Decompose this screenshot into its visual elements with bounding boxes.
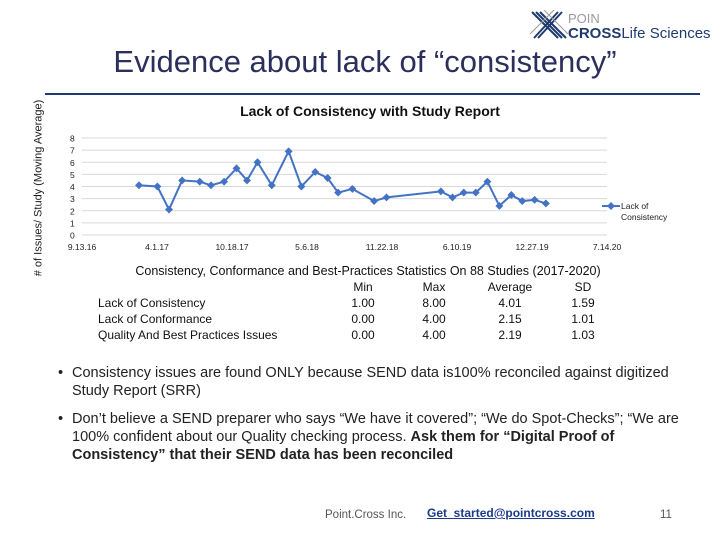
legend-marker — [607, 202, 615, 210]
y-tick-label: 2 — [70, 206, 75, 216]
stats-cell: 1.01 — [571, 312, 595, 326]
stats-cell: 4.00 — [422, 328, 446, 342]
data-point — [495, 201, 504, 210]
x-tick-label: 9.13.16 — [68, 242, 97, 252]
stats-row-label: Quality And Best Practices Issues — [98, 328, 278, 342]
footer-email-link[interactable]: Get_started@pointcross.com — [427, 506, 595, 520]
data-point — [178, 176, 187, 185]
data-point — [135, 181, 143, 190]
logo-life-sciences: Life Sciences — [621, 25, 711, 42]
chart-title: Lack of Consistency with Study Report — [240, 103, 500, 119]
stats-cell: 1.00 — [351, 296, 375, 310]
stats-cell: 2.15 — [498, 312, 522, 326]
stats-header-cell: Min — [353, 280, 373, 294]
y-tick-label: 7 — [70, 146, 75, 156]
bullet-text-2-plain: Don’t believe a SEND preparer who says “… — [72, 411, 679, 445]
data-point — [448, 193, 457, 202]
footer-company: Point.Cross Inc. — [325, 509, 407, 521]
stats-cell: 1.59 — [571, 296, 595, 310]
stats-header-cell: SD — [574, 280, 592, 294]
legend-label-line2: Consistency — [621, 212, 668, 222]
stats-cell: 0.00 — [351, 328, 375, 342]
y-tick-label: 6 — [70, 158, 75, 168]
data-point — [382, 193, 391, 202]
legend-label-line1: Lack of — [621, 201, 649, 211]
stats-cell: 4.00 — [422, 312, 446, 326]
data-point — [243, 176, 251, 185]
data-point — [348, 184, 357, 193]
data-point — [541, 199, 550, 208]
y-tick-label: 8 — [70, 134, 75, 144]
data-point — [518, 197, 527, 206]
data-point — [220, 177, 229, 186]
x-tick-label: 5.6.18 — [295, 242, 319, 252]
cross-logo-icon — [529, 9, 569, 39]
logo-line1: POIN — [568, 11, 600, 26]
data-point — [471, 188, 480, 197]
y-tick-label: 5 — [70, 170, 75, 180]
data-point — [370, 197, 379, 206]
data-point — [483, 177, 492, 186]
data-point — [153, 182, 162, 191]
data-point — [311, 167, 320, 176]
x-tick-label: 6.10.19 — [443, 242, 472, 252]
data-point — [530, 195, 539, 204]
stats-title: Consistency, Conformance and Best-Practi… — [135, 264, 601, 278]
stats-cell: 2.19 — [498, 328, 522, 342]
data-point — [195, 177, 204, 186]
title-divider — [45, 93, 700, 95]
bullet-marker: • — [58, 411, 64, 427]
stats-cell: 0.00 — [351, 312, 375, 326]
bullet-marker: • — [58, 365, 64, 381]
data-point — [436, 187, 445, 196]
stats-cell: 8.00 — [422, 296, 446, 310]
stats-header-cell: Average — [487, 280, 533, 294]
slide-title: Evidence about lack of “consistency” — [113, 44, 617, 79]
bullet-consistency: • Consistency issues are found ONLY beca… — [58, 364, 683, 400]
data-point — [284, 147, 293, 156]
data-point — [334, 188, 343, 197]
data-point — [207, 181, 215, 190]
x-tick-label: 12.27.19 — [515, 242, 548, 252]
stats-row-label: Lack of Conformance — [98, 312, 213, 326]
stats-header-cell: Max — [422, 280, 446, 294]
stats-row: Quality And Best Practices Issues 0.00 4.0… — [98, 327, 616, 343]
data-point — [459, 188, 468, 197]
y-tick-label: 1 — [70, 218, 75, 228]
data-point — [507, 191, 516, 199]
stats-cell: 4.01 — [498, 296, 522, 310]
stats-row: Lack of Conformance 0.00 4.00 2.15 1.01 — [98, 311, 616, 327]
logo-wordmark: POIN CROSSLife Sciences — [568, 11, 711, 41]
line-chart: 0 1 2 3 4 5 6 7 8 9.13.16 4.1.17 10.18.17 5.6.18 11.2… — [68, 134, 668, 253]
y-tick-label: 3 — [70, 194, 75, 204]
bullet-text-2-bold: Ask them for “Digital Proof of Consisten… — [72, 429, 615, 463]
data-point — [165, 205, 173, 214]
stats-cell: 1.03 — [571, 328, 595, 342]
data-point — [323, 174, 332, 182]
pointcross-logo: POIN CROSSLife Sciences — [528, 8, 713, 44]
data-point — [253, 158, 262, 167]
x-tick-label: 7.14.20 — [593, 242, 622, 252]
stats-table: Min Max Average SD Lack of Consistency 1.00 8.… — [98, 279, 616, 343]
stats-row-label: Lack of Consistency — [98, 296, 206, 310]
x-tick-label: 11.22.18 — [366, 242, 399, 252]
stats-header-row: Min Max Average SD — [98, 279, 616, 295]
x-tick-label: 4.1.17 — [145, 242, 169, 252]
data-point — [232, 164, 241, 173]
stats-row: Lack of Consistency 1.00 8.00 4.01 1.59 — [98, 295, 616, 311]
logo-cross: CROSS — [568, 25, 622, 42]
data-point — [267, 181, 276, 190]
page-number: 11 — [660, 509, 672, 521]
x-tick-label: 10.18.17 — [215, 242, 248, 252]
y-tick-label: 0 — [70, 231, 75, 241]
data-point — [297, 182, 306, 191]
bullet-text-2: Don’t believe a SEND preparer who says “… — [58, 410, 683, 464]
y-tick-label: 4 — [70, 182, 75, 192]
bullet-proof: • Don’t believe a SEND preparer who says… — [58, 410, 683, 464]
bullet-text-1: Consistency issues are found ONLY becaus… — [72, 365, 669, 399]
stats-header-cell — [98, 279, 328, 295]
logo-line2: CROSSLife Sciences — [568, 26, 711, 41]
